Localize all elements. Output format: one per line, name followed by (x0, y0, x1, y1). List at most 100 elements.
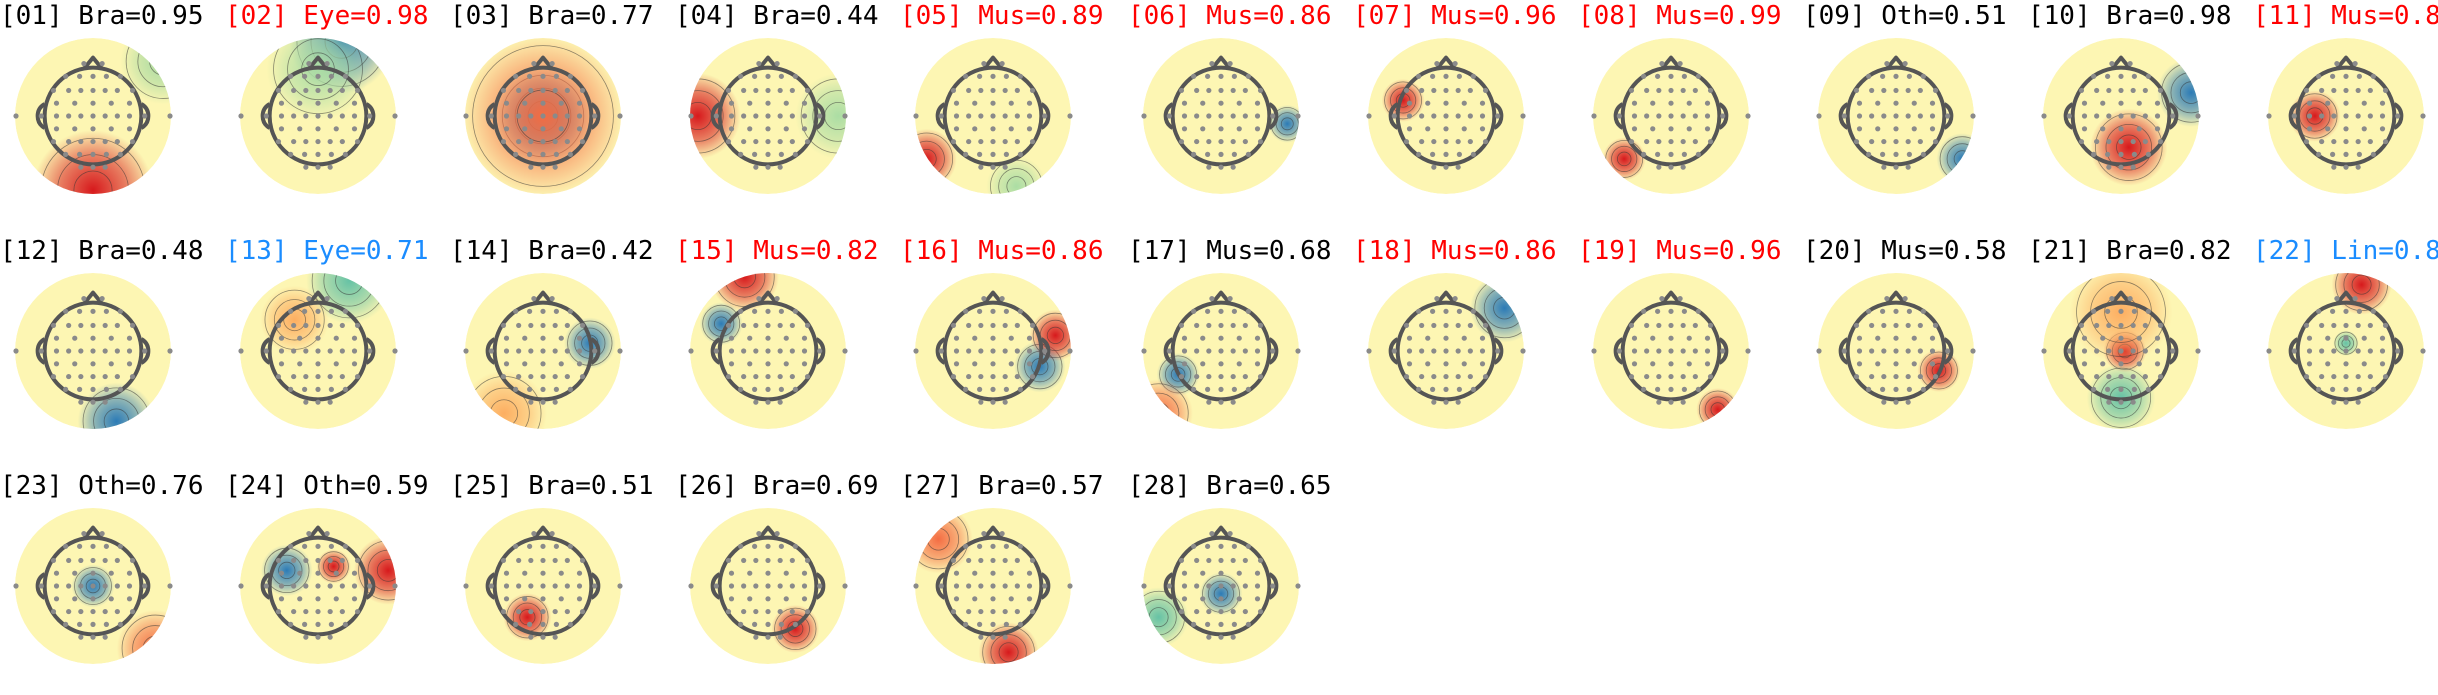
electrode-dot (500, 87, 507, 94)
electrode-dot (1431, 322, 1437, 329)
electrode-dot (2355, 399, 2361, 405)
electrode-dot (2106, 322, 2112, 329)
electrode-dot (2319, 322, 2325, 329)
electrode-dot (579, 138, 586, 145)
electrode-dot (1141, 348, 1147, 354)
contour-line (1046, 326, 1064, 344)
electrode-dot (1655, 73, 1661, 79)
electrode-dot (2100, 361, 2106, 367)
electrode-dot (2041, 113, 2047, 119)
electrode-dot (2100, 335, 2106, 341)
electrode-dot (774, 295, 780, 302)
electrode-dot (2081, 361, 2088, 367)
electrode-dot (1686, 335, 1692, 341)
electrode-dot (108, 335, 114, 341)
electrode-dot (540, 308, 546, 314)
electrode-dot (977, 308, 983, 314)
electrode-dot (1893, 322, 1899, 329)
electrode-dot (553, 621, 559, 627)
electrode-dot (328, 73, 334, 79)
electrode-dot (990, 361, 996, 367)
topomap (13, 38, 173, 194)
electrode-dot (351, 570, 358, 576)
electrode-dot (339, 583, 345, 589)
electrode-dot (1245, 386, 1251, 392)
electrode-dot (1707, 373, 1714, 380)
electrode-dot (327, 138, 333, 145)
electrode-dot (78, 373, 84, 380)
electrode-dot (756, 530, 762, 537)
electrode-dot (777, 608, 783, 615)
electrode-dot (1932, 373, 1939, 380)
electrode-dot (725, 608, 732, 615)
electrode-dot (315, 386, 321, 392)
electrode-dot (117, 621, 123, 627)
component-label: [26] Bra=0.69 (675, 471, 879, 501)
electrode-dot (713, 113, 719, 119)
electrode-dot (1254, 583, 1261, 589)
electrode-dot (516, 373, 522, 380)
electrode-dot (2343, 151, 2349, 157)
electrode-dot (327, 583, 333, 589)
electrode-dot (351, 596, 358, 602)
electrode-dot (1869, 348, 1875, 354)
electrode-dot (50, 373, 57, 380)
electrode-dot (1668, 151, 1674, 157)
electrode-dot (1893, 361, 1899, 367)
electrode-dot (503, 348, 510, 354)
right-ear (365, 572, 376, 600)
electrode-dot (1191, 73, 1197, 79)
electrode-dot (102, 113, 108, 119)
electrode-dot (2195, 113, 2201, 119)
electrode-dot (2127, 60, 2133, 67)
electrode-dot (752, 621, 758, 627)
electrode-dot (1880, 151, 1886, 157)
electrode-dot (1431, 138, 1437, 145)
electrode-dot (1181, 361, 1188, 367)
electrode-dot (756, 60, 762, 67)
electrode-dot (90, 113, 96, 119)
electrode-dot (1456, 308, 1462, 314)
electrode-dot (540, 87, 546, 94)
electrode-dot (1406, 335, 1413, 341)
electrode-dot (801, 596, 808, 602)
nose (982, 55, 1004, 70)
electrode-dot (1209, 530, 1215, 537)
left-ear (260, 102, 271, 130)
electrode-dot (2370, 308, 2376, 314)
electrode-dot (752, 386, 758, 392)
electrode-dot (2319, 87, 2325, 94)
electrode-dot (1681, 386, 1687, 392)
electrode-dot (1270, 113, 1276, 119)
electrode-dot (528, 322, 534, 329)
electrode-dot (765, 373, 771, 380)
topomap (2266, 38, 2426, 194)
electrode-dot (291, 348, 297, 354)
electrode-dot (1002, 373, 1008, 380)
electrode-dot (972, 570, 978, 576)
electrode-dot (108, 126, 114, 132)
electrode-dot (774, 530, 780, 537)
electrode-dot (2306, 348, 2313, 354)
electrode-dot (552, 164, 558, 170)
electrode-dot (1419, 348, 1425, 354)
electrode-dot (2343, 361, 2349, 367)
electrode-dot (999, 295, 1005, 302)
electrode-dot (540, 608, 546, 615)
nose (1660, 290, 1682, 305)
component-label: [06] Mus=0.86 (1128, 1, 1332, 31)
electrode-dot (354, 373, 361, 380)
electrode-dot (392, 583, 398, 589)
electrode-dot (103, 386, 109, 392)
electrode-dot (1242, 113, 1248, 119)
electrode-dot (963, 386, 969, 392)
electrode-dot (2420, 113, 2426, 119)
electrode-dot (351, 126, 358, 132)
electrode-dot (1295, 348, 1301, 354)
electrode-dot (564, 608, 570, 615)
electrode-dot (315, 348, 321, 354)
electrode-dot (753, 322, 759, 329)
electrode-dot (1416, 386, 1422, 392)
electrode-dot (1869, 113, 1875, 119)
electrode-dot (953, 348, 960, 354)
